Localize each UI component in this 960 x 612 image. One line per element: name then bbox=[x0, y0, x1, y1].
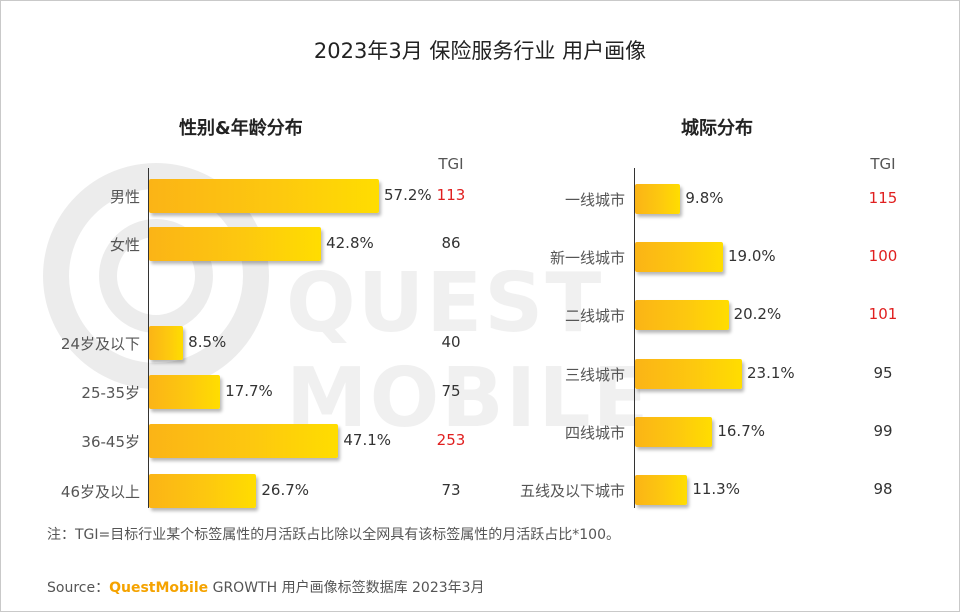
section-title: 城际分布 bbox=[681, 118, 753, 139]
tgi-value: 73 bbox=[441, 481, 461, 499]
bar-ga-2 bbox=[149, 326, 184, 360]
data-label: 19.0% bbox=[728, 247, 776, 265]
data-label: 8.5% bbox=[188, 333, 227, 351]
tgi-value: 101 bbox=[868, 305, 898, 323]
tgi-header: TGI bbox=[438, 155, 464, 173]
tgi-header: TGI bbox=[870, 155, 896, 173]
chart-title: 2023年3月 保险服务行业 用户画像 bbox=[313, 39, 647, 63]
bar-city-5 bbox=[635, 475, 688, 505]
tgi-value: 95 bbox=[873, 364, 893, 382]
source-suffix: GROWTH 用户画像标签数据库 2023年3月 bbox=[208, 580, 485, 596]
tgi-value: 86 bbox=[441, 234, 461, 252]
tgi-value: 115 bbox=[868, 189, 898, 207]
tgi-value: 100 bbox=[868, 247, 898, 265]
category-label: 一线城市 bbox=[564, 191, 625, 209]
watermark-text: QUEST MOBILE bbox=[286, 256, 651, 446]
bar-ga-0 bbox=[149, 179, 379, 213]
data-label: 57.2% bbox=[384, 186, 432, 204]
tgi-value: 40 bbox=[441, 333, 461, 351]
data-label: 47.1% bbox=[343, 431, 392, 449]
category-label: 二线城市 bbox=[564, 307, 625, 325]
data-label: 16.7% bbox=[717, 422, 765, 440]
bar-city-3 bbox=[635, 359, 742, 389]
data-label: 11.3% bbox=[692, 480, 740, 498]
tgi-value: 99 bbox=[873, 422, 893, 440]
category-label: 三线城市 bbox=[564, 366, 625, 384]
category-label: 四线城市 bbox=[564, 424, 625, 442]
tgi-value: 98 bbox=[873, 480, 893, 498]
category-label: 24岁及以下 bbox=[60, 335, 140, 353]
data-label: 20.2% bbox=[733, 305, 782, 323]
source-prefix: Source： bbox=[47, 580, 110, 596]
bar-city-0 bbox=[635, 184, 681, 214]
category-label: 女性 bbox=[109, 236, 140, 254]
data-label: 23.1% bbox=[747, 364, 795, 382]
source-line: Source：QuestMobile GROWTH 用户画像标签数据库 2023… bbox=[47, 577, 485, 597]
bar-city-1 bbox=[635, 242, 723, 272]
tgi-value: 113 bbox=[436, 186, 466, 204]
bar-ga-5 bbox=[149, 474, 257, 508]
data-label: 26.7% bbox=[261, 481, 310, 499]
data-label: 9.8% bbox=[685, 189, 724, 207]
tgi-value: 253 bbox=[436, 431, 466, 449]
bar-city-4 bbox=[635, 417, 713, 447]
bar-ga-3 bbox=[149, 375, 221, 409]
category-label: 男性 bbox=[109, 188, 140, 206]
tgi-value: 75 bbox=[441, 382, 461, 400]
y-axis-line bbox=[148, 168, 149, 508]
category-label: 46岁及以上 bbox=[60, 483, 140, 501]
category-label: 五线及以下城市 bbox=[519, 482, 625, 500]
data-label: 42.8% bbox=[326, 234, 374, 252]
category-label: 36-45岁 bbox=[81, 433, 140, 451]
bar-ga-4 bbox=[149, 424, 339, 458]
source-brand: QuestMobile bbox=[109, 580, 209, 596]
section-title: 性别&年龄分布 bbox=[179, 118, 303, 139]
category-label: 新一线城市 bbox=[549, 249, 625, 267]
category-label: 25-35岁 bbox=[81, 384, 140, 402]
footnote: 注：TGI=目标行业某个标签属性的月活跃占比除以全网具有该标签属性的月活跃占比*… bbox=[47, 527, 620, 543]
y-axis-line bbox=[634, 168, 635, 508]
bar-ga-1 bbox=[149, 227, 322, 261]
bar-city-2 bbox=[635, 300, 729, 330]
data-label: 17.7% bbox=[225, 382, 273, 400]
